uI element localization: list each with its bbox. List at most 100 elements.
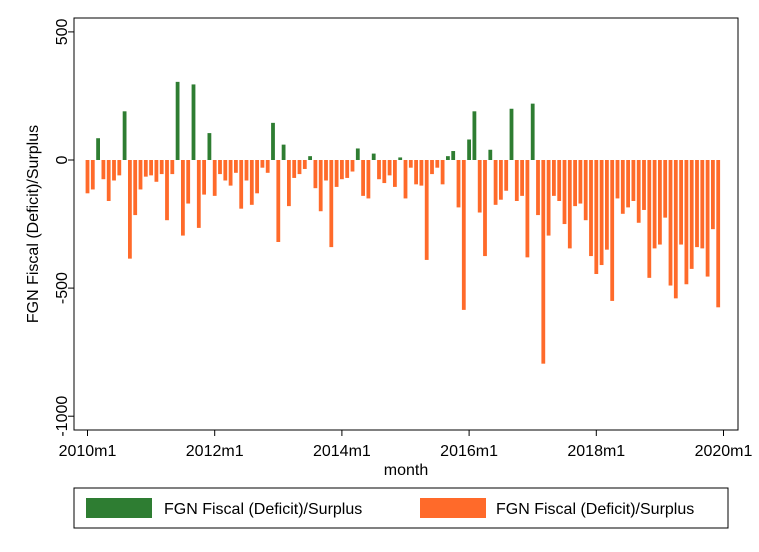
bar-2019m2 (663, 160, 668, 218)
bar-2011m12 (207, 133, 212, 160)
bar-2018m9 (636, 160, 641, 223)
bar-2013m6 (302, 160, 307, 169)
bar-2011m7 (181, 160, 185, 236)
bar-2019m3 (668, 160, 673, 286)
bar-2011m5 (170, 160, 175, 175)
bar-2010m10 (133, 160, 138, 216)
bar-2011m4 (165, 160, 169, 221)
bar-2013m11 (329, 160, 334, 248)
legend-swatch-deficit (420, 498, 486, 518)
bar-2014m2 (345, 160, 350, 178)
legend: FGN Fiscal (Deficit)/Surplus FGN Fiscal … (73, 487, 729, 529)
bar-2013m1 (276, 160, 281, 242)
bar-2010m7 (117, 160, 122, 176)
bar-2019m10 (705, 160, 710, 277)
bar-2016m9 (509, 108, 514, 160)
bar-2016m3 (477, 160, 482, 213)
bar-2016m10 (514, 160, 519, 201)
y-tick-label: 0 (54, 155, 71, 164)
bar-2018m7 (626, 160, 630, 208)
bar-2011m9 (191, 84, 196, 160)
y-axis-title: FGN Fiscal (Deficit)/Surplus (25, 125, 42, 323)
bar-2010m3 (96, 138, 100, 160)
bar-2018m12 (652, 160, 657, 249)
bar-2015m1 (403, 160, 408, 199)
x-tick-label: 2014m1 (313, 443, 371, 460)
bar-2011m8 (186, 160, 191, 204)
bar-2011m11 (202, 160, 206, 195)
bar-2016m8 (504, 160, 509, 191)
bar-2010m9 (128, 160, 132, 259)
bar-2017m4 (546, 160, 551, 236)
bar-2012m6 (239, 160, 244, 209)
bar-2017m5 (552, 160, 556, 196)
bar-2017m8 (567, 160, 572, 249)
bar-2010m6 (112, 160, 116, 181)
bar-2014m8 (377, 160, 381, 180)
bar-2014m3 (350, 160, 355, 172)
x-tick-label: 2018m1 (567, 443, 625, 460)
bar-2012m5 (234, 160, 238, 173)
bar-2018m4 (610, 160, 615, 301)
bar-2016m5 (488, 149, 493, 160)
y-tick-label: -1000 (54, 396, 71, 437)
bar-2016m7 (499, 160, 503, 200)
bar-2017m9 (573, 160, 577, 207)
bar-2012m7 (244, 160, 249, 181)
bar-2016m2 (472, 111, 477, 160)
bar-2014m1 (340, 160, 344, 180)
bar-2010m8 (122, 111, 127, 160)
bar-2013m2 (281, 144, 286, 160)
bar-2018m3 (605, 160, 609, 250)
bar-2015m7 (435, 160, 440, 168)
bar-2013m12 (334, 160, 339, 187)
legend-label-surplus: FGN Fiscal (Deficit)/Surplus (164, 501, 362, 518)
bars (85, 81, 721, 364)
bar-2014m9 (382, 160, 387, 184)
bar-2010m5 (106, 160, 111, 201)
x-axis-title: month (384, 462, 428, 479)
bar-2019m7 (689, 160, 694, 269)
bar-2012m4 (228, 160, 233, 186)
bar-2013m7 (308, 156, 312, 160)
bar-2015m8 (440, 160, 445, 185)
plot-area (73, 17, 739, 431)
bar-2018m10 (642, 160, 646, 210)
bar-2015m6 (430, 160, 434, 175)
bar-2018m1 (594, 160, 599, 275)
bar-2013m10 (324, 160, 328, 181)
bar-2014m6 (366, 160, 371, 199)
bar-2015m3 (414, 160, 418, 185)
bar-2013m5 (297, 160, 302, 175)
bar-2018m11 (647, 160, 652, 278)
bar-2018m5 (615, 160, 620, 199)
bar-2017m6 (557, 160, 562, 201)
bar-2012m3 (223, 160, 228, 181)
bar-2019m5 (679, 160, 683, 245)
bar-2010m1 (85, 160, 90, 194)
bar-2010m12 (143, 160, 148, 177)
bar-2019m4 (673, 160, 678, 299)
bar-2012m11 (265, 160, 270, 173)
bar-2017m2 (536, 160, 540, 216)
bar-2011m3 (159, 160, 164, 175)
bar-2017m3 (541, 160, 546, 364)
bar-2019m6 (684, 160, 689, 285)
bar-2011m10 (196, 160, 201, 228)
bar-2011m6 (175, 81, 180, 160)
bar-2016m11 (520, 160, 524, 196)
legend-label-deficit: FGN Fiscal (Deficit)/Surplus (496, 501, 694, 518)
bar-2014m7 (371, 153, 376, 160)
bar-2012m10 (260, 160, 265, 168)
bar-2017m1 (530, 103, 535, 160)
bar-2011m2 (154, 160, 159, 182)
bar-2012m9 (255, 160, 259, 194)
y-tick-label: -500 (54, 272, 71, 304)
bar-2014m11 (393, 160, 397, 187)
y-tick-label: 500 (54, 18, 71, 45)
bar-2014m5 (361, 160, 365, 196)
bar-2012m8 (249, 160, 254, 205)
bar-2015m9 (446, 156, 450, 160)
bar-2018m8 (631, 160, 636, 201)
bar-2010m2 (90, 160, 95, 190)
